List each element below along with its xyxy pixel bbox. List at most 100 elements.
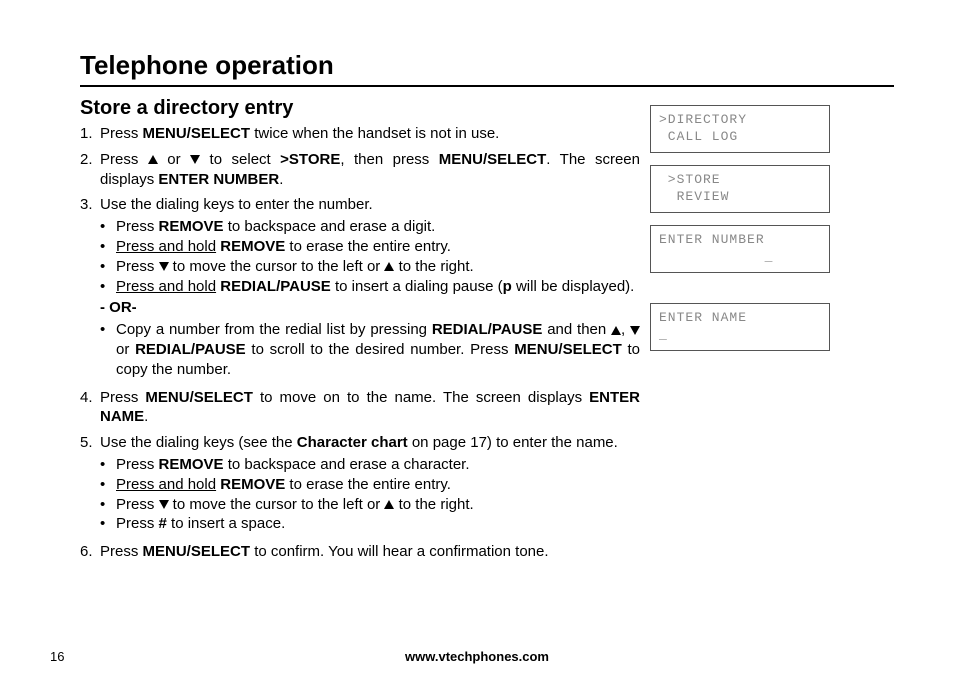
text: to erase the entire entry.: [285, 476, 451, 493]
text: to move the cursor to the left or: [169, 258, 385, 275]
text: .: [279, 171, 283, 188]
side-column: >DIRECTORY CALL LOG >STORE REVIEW ENTER …: [650, 97, 830, 568]
bullet-body: Press and hold REDIAL/PAUSE to insert a …: [116, 277, 640, 297]
bullet-icon: •: [100, 257, 116, 277]
step-body: Press MENU/SELECT to confirm. You will h…: [100, 542, 640, 562]
text: Press: [100, 389, 145, 406]
text: Press: [116, 515, 159, 532]
lcd-screen-directory: >DIRECTORY CALL LOG: [650, 105, 830, 153]
arrow-down-icon: [190, 155, 200, 164]
text: to confirm. You will hear a confirmation…: [250, 543, 549, 560]
text: to insert a space.: [167, 515, 285, 532]
text: on page 17) to enter the name.: [408, 434, 618, 451]
bullet-item: • Press and hold REDIAL/PAUSE to insert …: [100, 277, 640, 297]
text: or: [158, 151, 190, 168]
main-column: Store a directory entry 1. Press MENU/SE…: [80, 97, 640, 568]
bullet-icon: •: [100, 475, 116, 495]
key-store: >STORE: [280, 151, 340, 168]
key-remove: REMOVE: [220, 238, 285, 255]
bullet-item: • Press REMOVE to backspace and erase a …: [100, 455, 640, 475]
text: to the right.: [394, 496, 473, 513]
text: to erase the entire entry.: [285, 238, 451, 255]
title-underline: [80, 85, 894, 87]
arrow-up-icon: [611, 326, 621, 335]
text: Press: [100, 125, 143, 142]
step-4: 4. Press MENU/SELECT to move on to the n…: [80, 388, 640, 428]
spacer: [650, 285, 830, 303]
text: Copy a number from the redial list by pr…: [116, 321, 432, 338]
arrow-up-icon: [384, 262, 394, 271]
bullet-list: • Press REMOVE to backspace and erase a …: [100, 217, 640, 379]
text: to scroll to the desired number. Press: [246, 341, 515, 358]
bullet-body: Copy a number from the redial list by pr…: [116, 320, 640, 379]
step-number: 4.: [80, 388, 100, 428]
key-menu-select: MENU/SELECT: [439, 151, 547, 168]
text: ,: [621, 321, 630, 338]
text-underlined: Press and hold: [116, 476, 216, 493]
bullet-icon: •: [100, 455, 116, 475]
step-number: 2.: [80, 150, 100, 190]
text: to backspace and erase a character.: [224, 456, 470, 473]
step-1: 1. Press MENU/SELECT twice when the hand…: [80, 124, 640, 144]
bullet-item: • Press to move the cursor to the left o…: [100, 495, 640, 515]
content-wrap: Store a directory entry 1. Press MENU/SE…: [80, 97, 894, 568]
step-body: Press MENU/SELECT twice when the handset…: [100, 124, 640, 144]
lcd-screen-enter-number: ENTER NUMBER _: [650, 225, 830, 273]
bullet-body: Press REMOVE to backspace and erase a ch…: [116, 455, 640, 475]
bullet-icon: •: [100, 495, 116, 515]
text-underlined: Press and hold: [116, 278, 216, 295]
step-body: Use the dialing keys (see the Character …: [100, 433, 640, 536]
text: to select: [200, 151, 280, 168]
text: to the right.: [394, 258, 473, 275]
arrow-up-icon: [148, 155, 158, 164]
key-menu-select: MENU/SELECT: [514, 341, 622, 358]
text: Press: [116, 258, 159, 275]
step-body: Use the dialing keys to enter the number…: [100, 195, 640, 381]
bullet-body: Press to move the cursor to the left or …: [116, 257, 640, 277]
document-page: Telephone operation Store a directory en…: [0, 0, 954, 682]
text: to insert a dialing pause (: [331, 278, 503, 295]
arrow-down-icon: [159, 262, 169, 271]
text: will be displayed).: [512, 278, 635, 295]
step-body: Press MENU/SELECT to move on to the name…: [100, 388, 640, 428]
bullet-icon: •: [100, 237, 116, 257]
key-redial-pause: REDIAL/PAUSE: [432, 321, 543, 338]
bullet-body: Press REMOVE to backspace and erase a di…: [116, 217, 640, 237]
step-number: 5.: [80, 433, 100, 536]
or-separator: - OR-: [100, 298, 640, 318]
text: and then: [542, 321, 611, 338]
key-enter-number: ENTER NUMBER: [158, 171, 279, 188]
step-number: 3.: [80, 195, 100, 381]
step-body: Press or to select >STORE, then press ME…: [100, 150, 640, 190]
key-hash: #: [159, 515, 167, 532]
bullet-item: • Copy a number from the redial list by …: [100, 320, 640, 379]
step-3: 3. Use the dialing keys to enter the num…: [80, 195, 640, 381]
bullet-list: • Press REMOVE to backspace and erase a …: [100, 455, 640, 534]
bullet-icon: •: [100, 277, 116, 297]
text: Press: [100, 151, 148, 168]
text: to backspace and erase a digit.: [224, 218, 436, 235]
key-remove: REMOVE: [159, 218, 224, 235]
text: or: [116, 341, 135, 358]
step-5: 5. Use the dialing keys (see the Charact…: [80, 433, 640, 536]
key-remove: REMOVE: [159, 456, 224, 473]
text: Press: [116, 218, 159, 235]
text: Use the dialing keys to enter the number…: [100, 196, 373, 213]
key-menu-select: MENU/SELECT: [145, 389, 253, 406]
bullet-item: • Press and hold REMOVE to erase the ent…: [100, 475, 640, 495]
text: , then press: [340, 151, 438, 168]
lcd-screen-store: >STORE REVIEW: [650, 165, 830, 213]
text: to move on to the name. The screen displ…: [253, 389, 589, 406]
key-redial-pause: REDIAL/PAUSE: [135, 341, 246, 358]
bullet-body: Press and hold REMOVE to erase the entir…: [116, 475, 640, 495]
step-6: 6. Press MENU/SELECT to confirm. You wil…: [80, 542, 640, 562]
page-title: Telephone operation: [80, 50, 894, 81]
bullet-item: • Press REMOVE to backspace and erase a …: [100, 217, 640, 237]
bullet-item: • Press # to insert a space.: [100, 514, 640, 534]
arrow-up-icon: [384, 500, 394, 509]
text: .: [144, 408, 148, 425]
bullet-icon: •: [100, 514, 116, 534]
bullet-body: Press # to insert a space.: [116, 514, 640, 534]
text: Press: [116, 496, 159, 513]
arrow-down-icon: [630, 326, 640, 335]
